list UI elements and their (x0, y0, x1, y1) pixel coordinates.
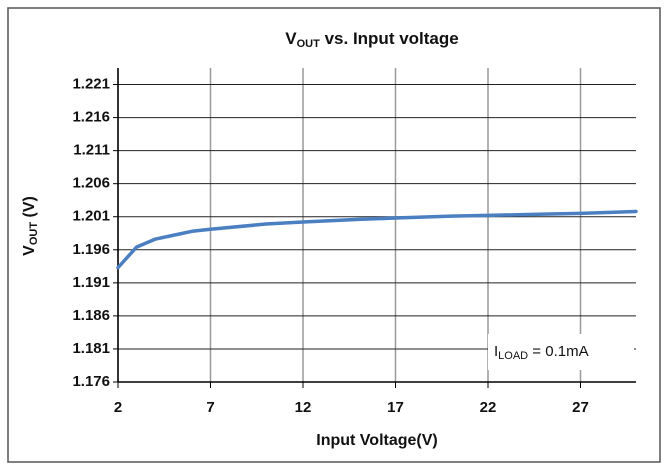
annotation-box (488, 334, 634, 370)
x-axis-label: Input Voltage(V) (316, 432, 437, 449)
annotation-rest: = 0.1mA (528, 343, 588, 360)
x-tick-label: 2 (114, 399, 122, 416)
plot-area: 2 7 12 17 22 271.1761.1811.1861.1911.1961.201… (72, 68, 638, 416)
title-main: V (285, 29, 297, 48)
y-tick-label: 1.211 (73, 142, 110, 159)
annotation: ILOAD = 0.1mA (494, 343, 589, 362)
y-label-rest: (V) (21, 196, 38, 222)
data-line (116, 209, 638, 270)
x-tick-label: 7 (206, 399, 214, 416)
y-tick-label: 1.186 (72, 307, 110, 324)
plot-background (118, 68, 636, 382)
y-tick-label: 1.176 (72, 373, 110, 390)
y-tick-label: 1.191 (72, 274, 110, 291)
y-tick-label: 1.216 (72, 109, 110, 126)
y-tick-label: 1.221 (72, 75, 110, 92)
title-rest: vs. Input voltage (320, 29, 459, 48)
y-axis-label: VOUT (V) (21, 196, 40, 256)
y-tick-label: 1.201 (72, 208, 110, 225)
y-tick-label: 1.196 (72, 241, 110, 258)
x-tick-label: 12 (295, 399, 312, 416)
annotation-sub: LOAD (498, 350, 528, 362)
chart-title: VOUT vs. Input voltage (285, 29, 458, 49)
x-tick-label: 17 (387, 399, 404, 416)
y-tick-label: 1.206 (72, 175, 110, 192)
x-tick-label: 27 (572, 399, 589, 416)
y-tick-label: 1.181 (72, 340, 110, 357)
x-tick-label: 22 (480, 399, 497, 416)
y-label-main: V (21, 245, 38, 256)
annotation-main: I (494, 343, 498, 360)
y-label-sub: OUT (28, 222, 40, 246)
title-sub: OUT (297, 38, 321, 50)
